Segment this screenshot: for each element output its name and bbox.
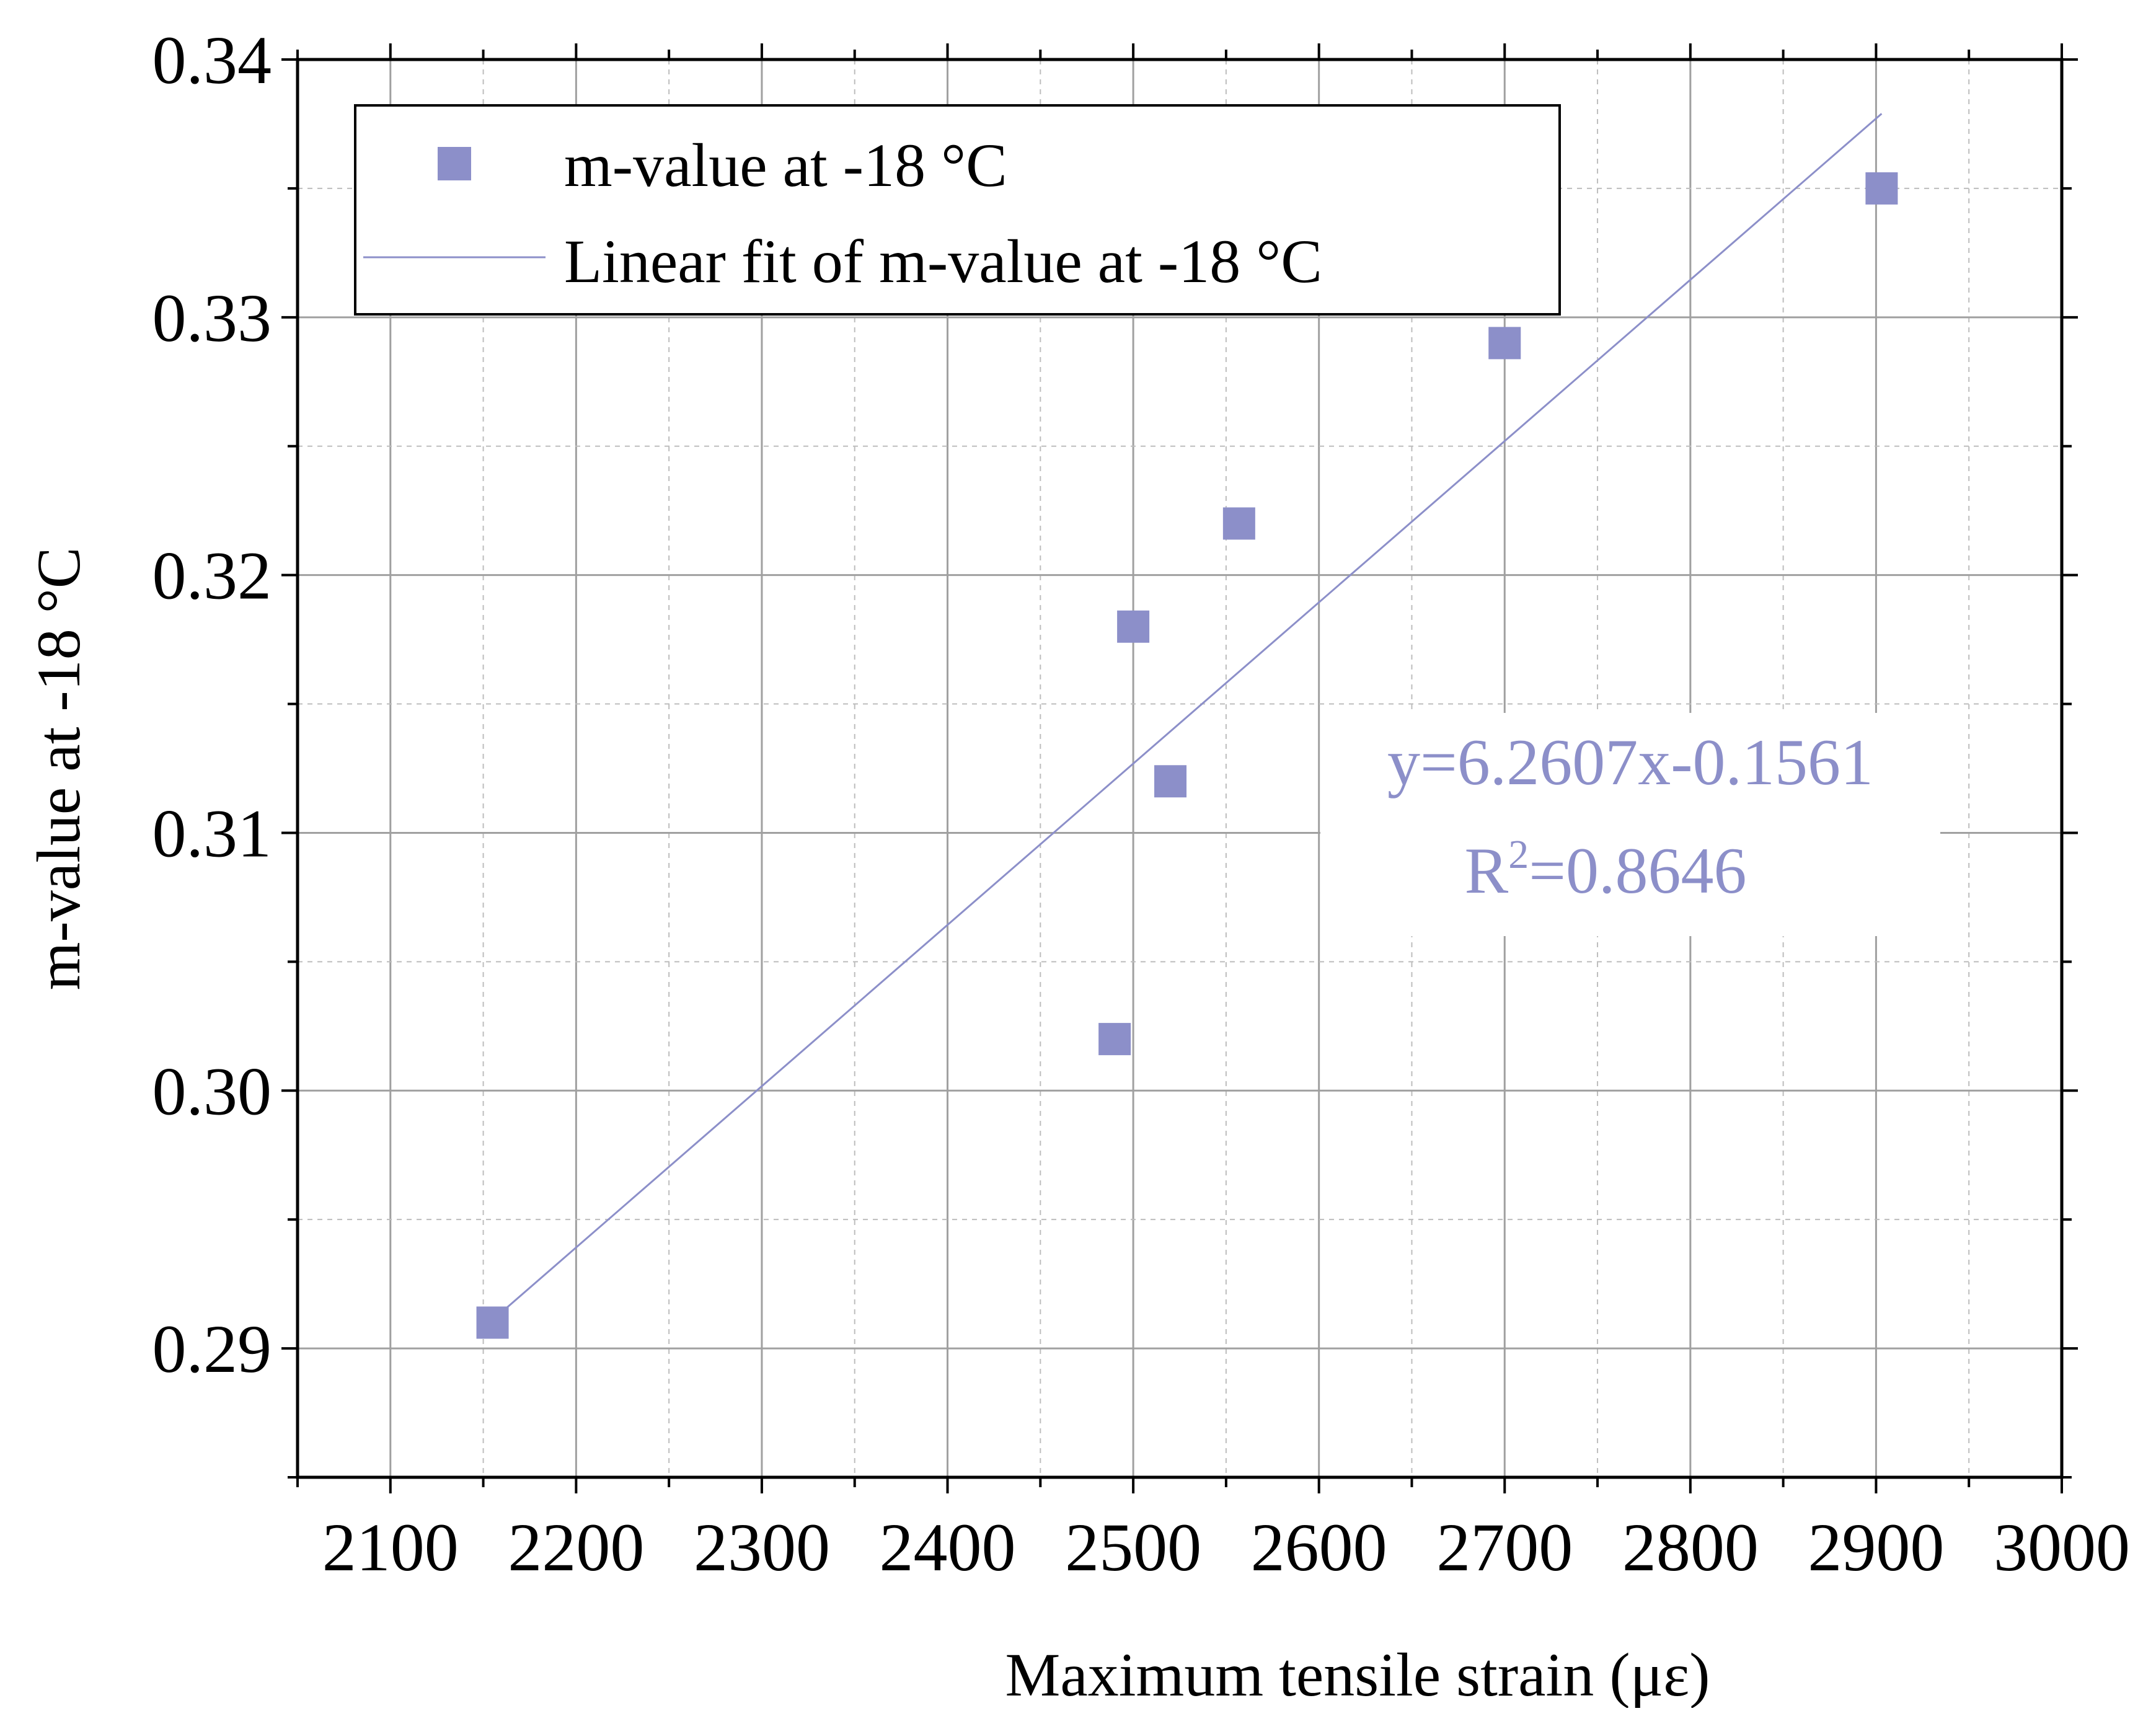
legend: m-value at -18 °C Linear fit of m-value …: [354, 104, 1561, 316]
x-tick-label: 2300: [694, 1510, 830, 1585]
plot-frame: [296, 58, 2064, 1479]
tick-labels: 2100 2200 2300 2400 2500 2600 2700 2800 2900 3000…: [152, 22, 2131, 1585]
legend-label-scatter: m-value at -18 °C: [564, 131, 1007, 200]
x-tick-label: 2200: [508, 1510, 644, 1585]
fit-equation: y=6.2607x-0.1561: [1387, 726, 1873, 798]
fit-r-squared: R2=0.8646: [1465, 832, 1747, 907]
legend-label-fit: Linear fit of m-value at -18 °C: [564, 227, 1322, 296]
fit-line: [492, 113, 1883, 1321]
data-point: [476, 1306, 509, 1339]
x-tick-label: 2800: [1622, 1510, 1759, 1585]
x-axis-title: Maximum tensile strain (με): [1005, 1640, 1710, 1708]
data-point: [1098, 1023, 1131, 1056]
r2-prefix: R: [1465, 834, 1509, 907]
data-point: [1222, 507, 1255, 540]
fit-line-layer: [492, 113, 1883, 1321]
legend-box: [354, 104, 1561, 316]
y-tick-label: 0.30: [152, 1053, 272, 1129]
data-point: [1865, 172, 1898, 205]
x-tick-label: 2400: [880, 1510, 1016, 1585]
x-tick-label: 2500: [1065, 1510, 1201, 1585]
x-tick-label: 2600: [1251, 1510, 1387, 1585]
data-points: [476, 172, 1898, 1339]
axes: [281, 43, 2078, 1493]
y-tick-label: 0.32: [152, 538, 272, 614]
x-tick-label: 2900: [1808, 1510, 1944, 1585]
data-point: [1488, 327, 1521, 360]
r2-superscript: 2: [1508, 832, 1529, 877]
equation-background: [1320, 713, 1940, 936]
x-tick-label: 2700: [1436, 1510, 1573, 1585]
r2-value: =0.8646: [1529, 834, 1746, 907]
y-tick-label: 0.33: [152, 280, 272, 356]
x-tick-label: 2100: [322, 1510, 459, 1585]
x-tick-label: 3000: [1994, 1510, 2130, 1585]
y-tick-label: 0.31: [152, 795, 272, 871]
y-tick-label: 0.34: [152, 22, 272, 98]
data-point: [1154, 765, 1187, 798]
legend-marker-scatter: [438, 147, 471, 180]
y-tick-label: 0.29: [152, 1311, 272, 1387]
data-point: [1117, 610, 1150, 643]
y-axis-title: m-value at -18 °C: [24, 547, 93, 991]
